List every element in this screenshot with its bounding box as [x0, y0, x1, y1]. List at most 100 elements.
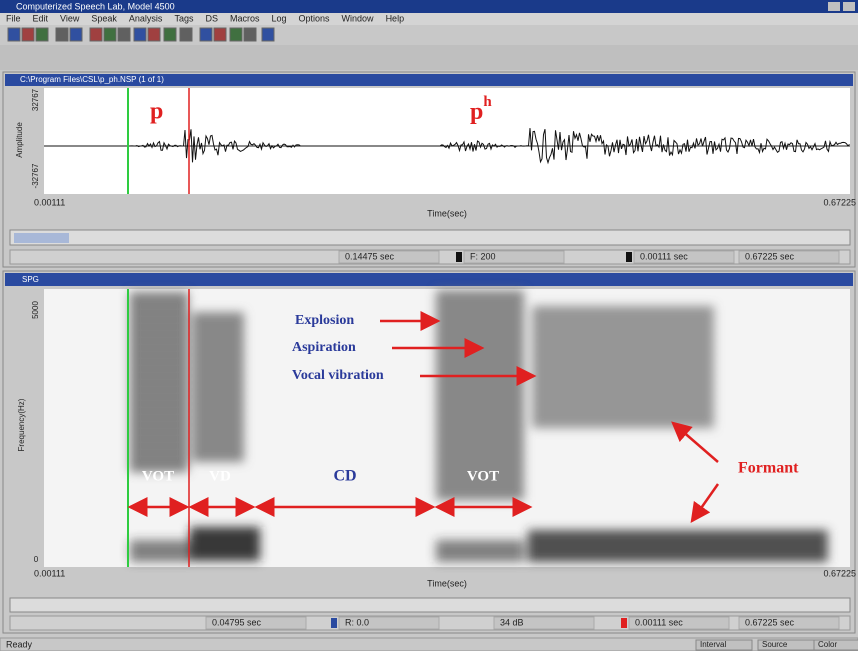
spectrogram-y-label: Frequency(Hz) — [17, 398, 26, 451]
status-field — [738, 250, 840, 264]
window-title: Computerized Speech Lab, Model 4500 — [16, 1, 175, 11]
tool-button[interactable] — [35, 27, 49, 42]
status-field — [633, 250, 735, 264]
status-panes: Interval Source Color — [695, 639, 858, 651]
menu-item[interactable]: Options — [299, 13, 331, 23]
energy-p-burst — [130, 292, 188, 472]
spectrogram-title: SPG — [22, 275, 39, 284]
spectrogram-energy — [130, 290, 828, 562]
tool-button[interactable] — [103, 27, 117, 42]
menu-item[interactable]: Macros — [230, 13, 260, 23]
waveform-signal — [44, 128, 850, 165]
menu-item[interactable]: Analysis — [129, 13, 163, 23]
menu-item[interactable]: Window — [342, 13, 375, 23]
close-button[interactable] — [843, 2, 855, 11]
status-field — [493, 616, 595, 630]
status-pane-label: Interval — [700, 640, 726, 649]
waveform-y-min: -32767 — [31, 163, 40, 188]
arrow-formant-1 — [671, 421, 719, 463]
waveform-plot — [44, 88, 850, 194]
label-vot: VOT — [467, 468, 499, 484]
spectrogram-scrollbar[interactable] — [9, 597, 851, 613]
label-formant: Formant — [738, 460, 799, 477]
waveform-title: C:\Program Files\CSL\p_ph.NSP (1 of 1) — [20, 75, 164, 84]
scroll-thumb[interactable] — [14, 233, 69, 243]
status-value: 34 dB — [500, 617, 524, 627]
tool-button[interactable] — [69, 27, 83, 42]
energy-ph-low — [436, 540, 524, 562]
waveform-y-max: 32767 — [31, 88, 40, 111]
energy-vd-low — [190, 527, 260, 561]
waveform-scrollbar[interactable] — [9, 229, 851, 246]
status-value: 0.04795 sec — [212, 617, 262, 627]
spectrogram-x-label: Time(sec) — [427, 578, 467, 588]
tool-button[interactable] — [213, 27, 227, 42]
status-field — [338, 616, 440, 630]
tool-button[interactable] — [89, 27, 103, 42]
tool-button[interactable] — [261, 27, 275, 42]
tool-button[interactable] — [147, 27, 161, 42]
tool-button[interactable] — [7, 27, 21, 42]
tool-button[interactable] — [55, 27, 69, 42]
status-value: R: 0.0 — [345, 617, 369, 627]
status-field — [338, 250, 440, 264]
status-value: 0.00111 sec — [640, 251, 688, 261]
tool-button[interactable] — [163, 27, 177, 42]
waveform-titlebar — [5, 74, 853, 86]
menu-item[interactable]: Help — [386, 13, 405, 23]
annotation-ph: ph — [470, 94, 492, 124]
annotation-p: p — [150, 99, 163, 125]
energy-p-low — [130, 540, 190, 562]
status-pane-label: Source — [762, 640, 788, 649]
tool-button[interactable] — [133, 27, 147, 42]
tool-button[interactable] — [21, 27, 35, 42]
arrow-formant-2 — [690, 483, 720, 524]
menu-item[interactable]: Tags — [174, 13, 194, 23]
status-field — [205, 616, 307, 630]
energy-vowel-low — [528, 530, 828, 562]
tool-button[interactable] — [243, 27, 257, 42]
title-bar — [0, 0, 858, 13]
status-swatch — [626, 252, 632, 262]
waveform-x-end: 0.67225 — [823, 197, 856, 207]
label-cd: CD — [333, 468, 356, 485]
tool-button[interactable] — [199, 27, 213, 42]
menu-item[interactable]: Speak — [91, 13, 117, 23]
status-value: 0.67225 sec — [745, 251, 795, 261]
spectrogram-titlebar — [5, 273, 853, 286]
label-vocal-vibration: Vocal vibration — [292, 368, 384, 383]
spectrogram-y-min: 0 — [34, 555, 39, 564]
toolbar-buttons — [7, 27, 275, 42]
waveform-y-label: Amplitude — [15, 122, 24, 158]
tool-button[interactable] — [179, 27, 193, 42]
spectrogram-x-end: 0.67225 — [823, 568, 856, 578]
spectrogram-x-start: 0.00111 — [34, 568, 65, 578]
tool-button[interactable] — [117, 27, 131, 42]
menu-item[interactable]: View — [60, 13, 80, 23]
status-swatch — [621, 618, 627, 628]
menu-item[interactable]: Log — [271, 13, 286, 23]
waveform-x-start: 0.00111 — [34, 197, 65, 207]
minimize-button[interactable] — [828, 2, 840, 11]
energy-aspiration — [436, 290, 524, 500]
status-pane — [695, 639, 753, 651]
label-vot: VOT — [142, 468, 174, 484]
label-vd: VD — [209, 468, 231, 484]
status-value: 0.00111 sec — [635, 617, 683, 627]
label-explosion: Explosion — [295, 313, 354, 328]
menu-item[interactable]: File — [6, 13, 21, 23]
status-value: F: 200 — [470, 251, 496, 261]
status-field — [738, 616, 840, 630]
status-pane-label: Color — [818, 640, 837, 649]
status-swatch — [331, 618, 337, 628]
waveform-status: 0.14475 sec F: 200 0.00111 sec 0.67225 sec — [9, 249, 851, 265]
status-bar — [0, 637, 858, 651]
menu-item[interactable]: DS — [205, 13, 218, 23]
annotation-arrows — [127, 311, 720, 524]
energy-vowel — [532, 306, 714, 428]
status-field — [628, 616, 730, 630]
status-value: 0.67225 sec — [745, 617, 795, 627]
tool-button[interactable] — [229, 27, 243, 42]
menu-item[interactable]: Edit — [33, 13, 49, 23]
